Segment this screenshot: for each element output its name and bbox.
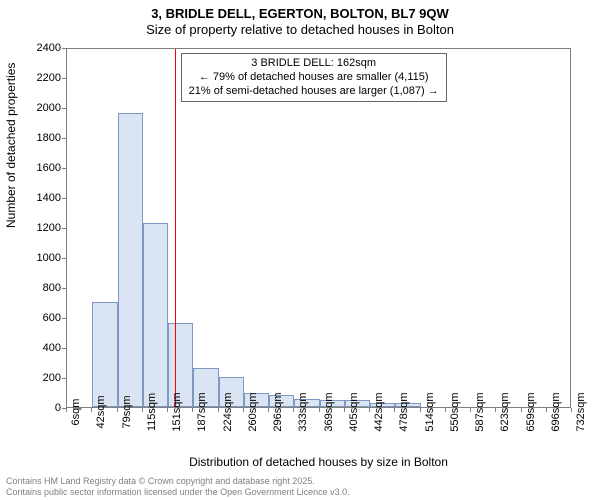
y-tick-label: 2400 (37, 42, 61, 54)
y-tick-mark (62, 348, 66, 349)
x-tick-mark (546, 408, 547, 412)
x-tick-mark (344, 408, 345, 412)
x-tick-mark (192, 408, 193, 412)
x-tick-mark (445, 408, 446, 412)
y-tick-label: 200 (43, 372, 61, 384)
x-tick-mark (293, 408, 294, 412)
x-tick-label: 151sqm (171, 392, 183, 431)
x-tick-label: 442sqm (373, 392, 385, 431)
x-tick-label: 478sqm (398, 392, 410, 431)
annotation-line: ← 79% of detached houses are smaller (4,… (189, 71, 439, 85)
chart-title-block: 3, BRIDLE DELL, EGERTON, BOLTON, BL7 9QW… (0, 0, 600, 39)
y-tick-mark (62, 198, 66, 199)
y-tick-label: 2200 (37, 72, 61, 84)
x-tick-mark (470, 408, 471, 412)
footer-line-2: Contains public sector information licen… (6, 487, 350, 498)
y-tick-mark (62, 168, 66, 169)
footer-attribution: Contains HM Land Registry data © Crown c… (6, 476, 350, 498)
y-tick-mark (62, 258, 66, 259)
footer-line-1: Contains HM Land Registry data © Crown c… (6, 476, 350, 487)
x-tick-label: 659sqm (525, 392, 537, 431)
y-tick-label: 1400 (37, 192, 61, 204)
x-tick-mark (91, 408, 92, 412)
annotation-box: 3 BRIDLE DELL: 162sqm← 79% of detached h… (181, 53, 447, 102)
histogram-bar (118, 113, 143, 407)
x-tick-mark (495, 408, 496, 412)
x-tick-label: 42sqm (95, 395, 107, 428)
x-tick-mark (268, 408, 269, 412)
y-tick-label: 0 (55, 402, 61, 414)
y-tick-label: 800 (43, 282, 61, 294)
y-tick-label: 1200 (37, 222, 61, 234)
y-tick-mark (62, 228, 66, 229)
x-tick-label: 224sqm (222, 392, 234, 431)
x-tick-label: 514sqm (424, 392, 436, 431)
y-tick-label: 400 (43, 342, 61, 354)
x-axis-label: Distribution of detached houses by size … (66, 455, 571, 469)
x-tick-label: 405sqm (348, 392, 360, 431)
x-tick-label: 550sqm (449, 392, 461, 431)
y-tick-label: 1600 (37, 162, 61, 174)
y-tick-mark (62, 318, 66, 319)
x-tick-mark (394, 408, 395, 412)
x-tick-mark (117, 408, 118, 412)
x-tick-mark (571, 408, 572, 412)
x-tick-label: 187sqm (196, 392, 208, 431)
y-tick-mark (62, 138, 66, 139)
property-marker-line (175, 49, 176, 407)
x-tick-mark (319, 408, 320, 412)
x-tick-label: 260sqm (247, 392, 259, 431)
x-tick-label: 333sqm (297, 392, 309, 431)
x-tick-label: 115sqm (146, 393, 158, 431)
plot-area: 3 BRIDLE DELL: 162sqm← 79% of detached h… (66, 48, 571, 408)
y-tick-label: 2000 (37, 102, 61, 114)
x-tick-mark (521, 408, 522, 412)
title-line-2: Size of property relative to detached ho… (0, 22, 600, 38)
x-tick-label: 79sqm (121, 395, 133, 428)
x-tick-mark (243, 408, 244, 412)
histogram-bar (143, 223, 168, 408)
y-tick-mark (62, 48, 66, 49)
title-line-1: 3, BRIDLE DELL, EGERTON, BOLTON, BL7 9QW (0, 6, 600, 22)
y-tick-label: 600 (43, 312, 61, 324)
x-tick-label: 696sqm (550, 392, 562, 431)
x-tick-label: 369sqm (323, 392, 335, 431)
x-tick-mark (369, 408, 370, 412)
y-tick-label: 1800 (37, 132, 61, 144)
x-tick-mark (218, 408, 219, 412)
x-tick-label: 296sqm (272, 392, 284, 431)
x-tick-mark (167, 408, 168, 412)
annotation-line: 21% of semi-detached houses are larger (… (189, 85, 439, 99)
x-tick-label: 732sqm (575, 392, 587, 431)
x-tick-label: 623sqm (499, 392, 511, 431)
y-axis-label: Number of detached properties (4, 63, 18, 228)
y-tick-mark (62, 288, 66, 289)
x-tick-mark (142, 408, 143, 412)
x-tick-label: 587sqm (474, 392, 486, 431)
y-tick-mark (62, 78, 66, 79)
y-tick-mark (62, 378, 66, 379)
histogram-bar (92, 302, 117, 407)
x-tick-label: 6sqm (70, 399, 82, 426)
y-tick-label: 1000 (37, 252, 61, 264)
x-tick-mark (66, 408, 67, 412)
annotation-line: 3 BRIDLE DELL: 162sqm (189, 57, 439, 71)
x-tick-mark (420, 408, 421, 412)
y-tick-mark (62, 108, 66, 109)
